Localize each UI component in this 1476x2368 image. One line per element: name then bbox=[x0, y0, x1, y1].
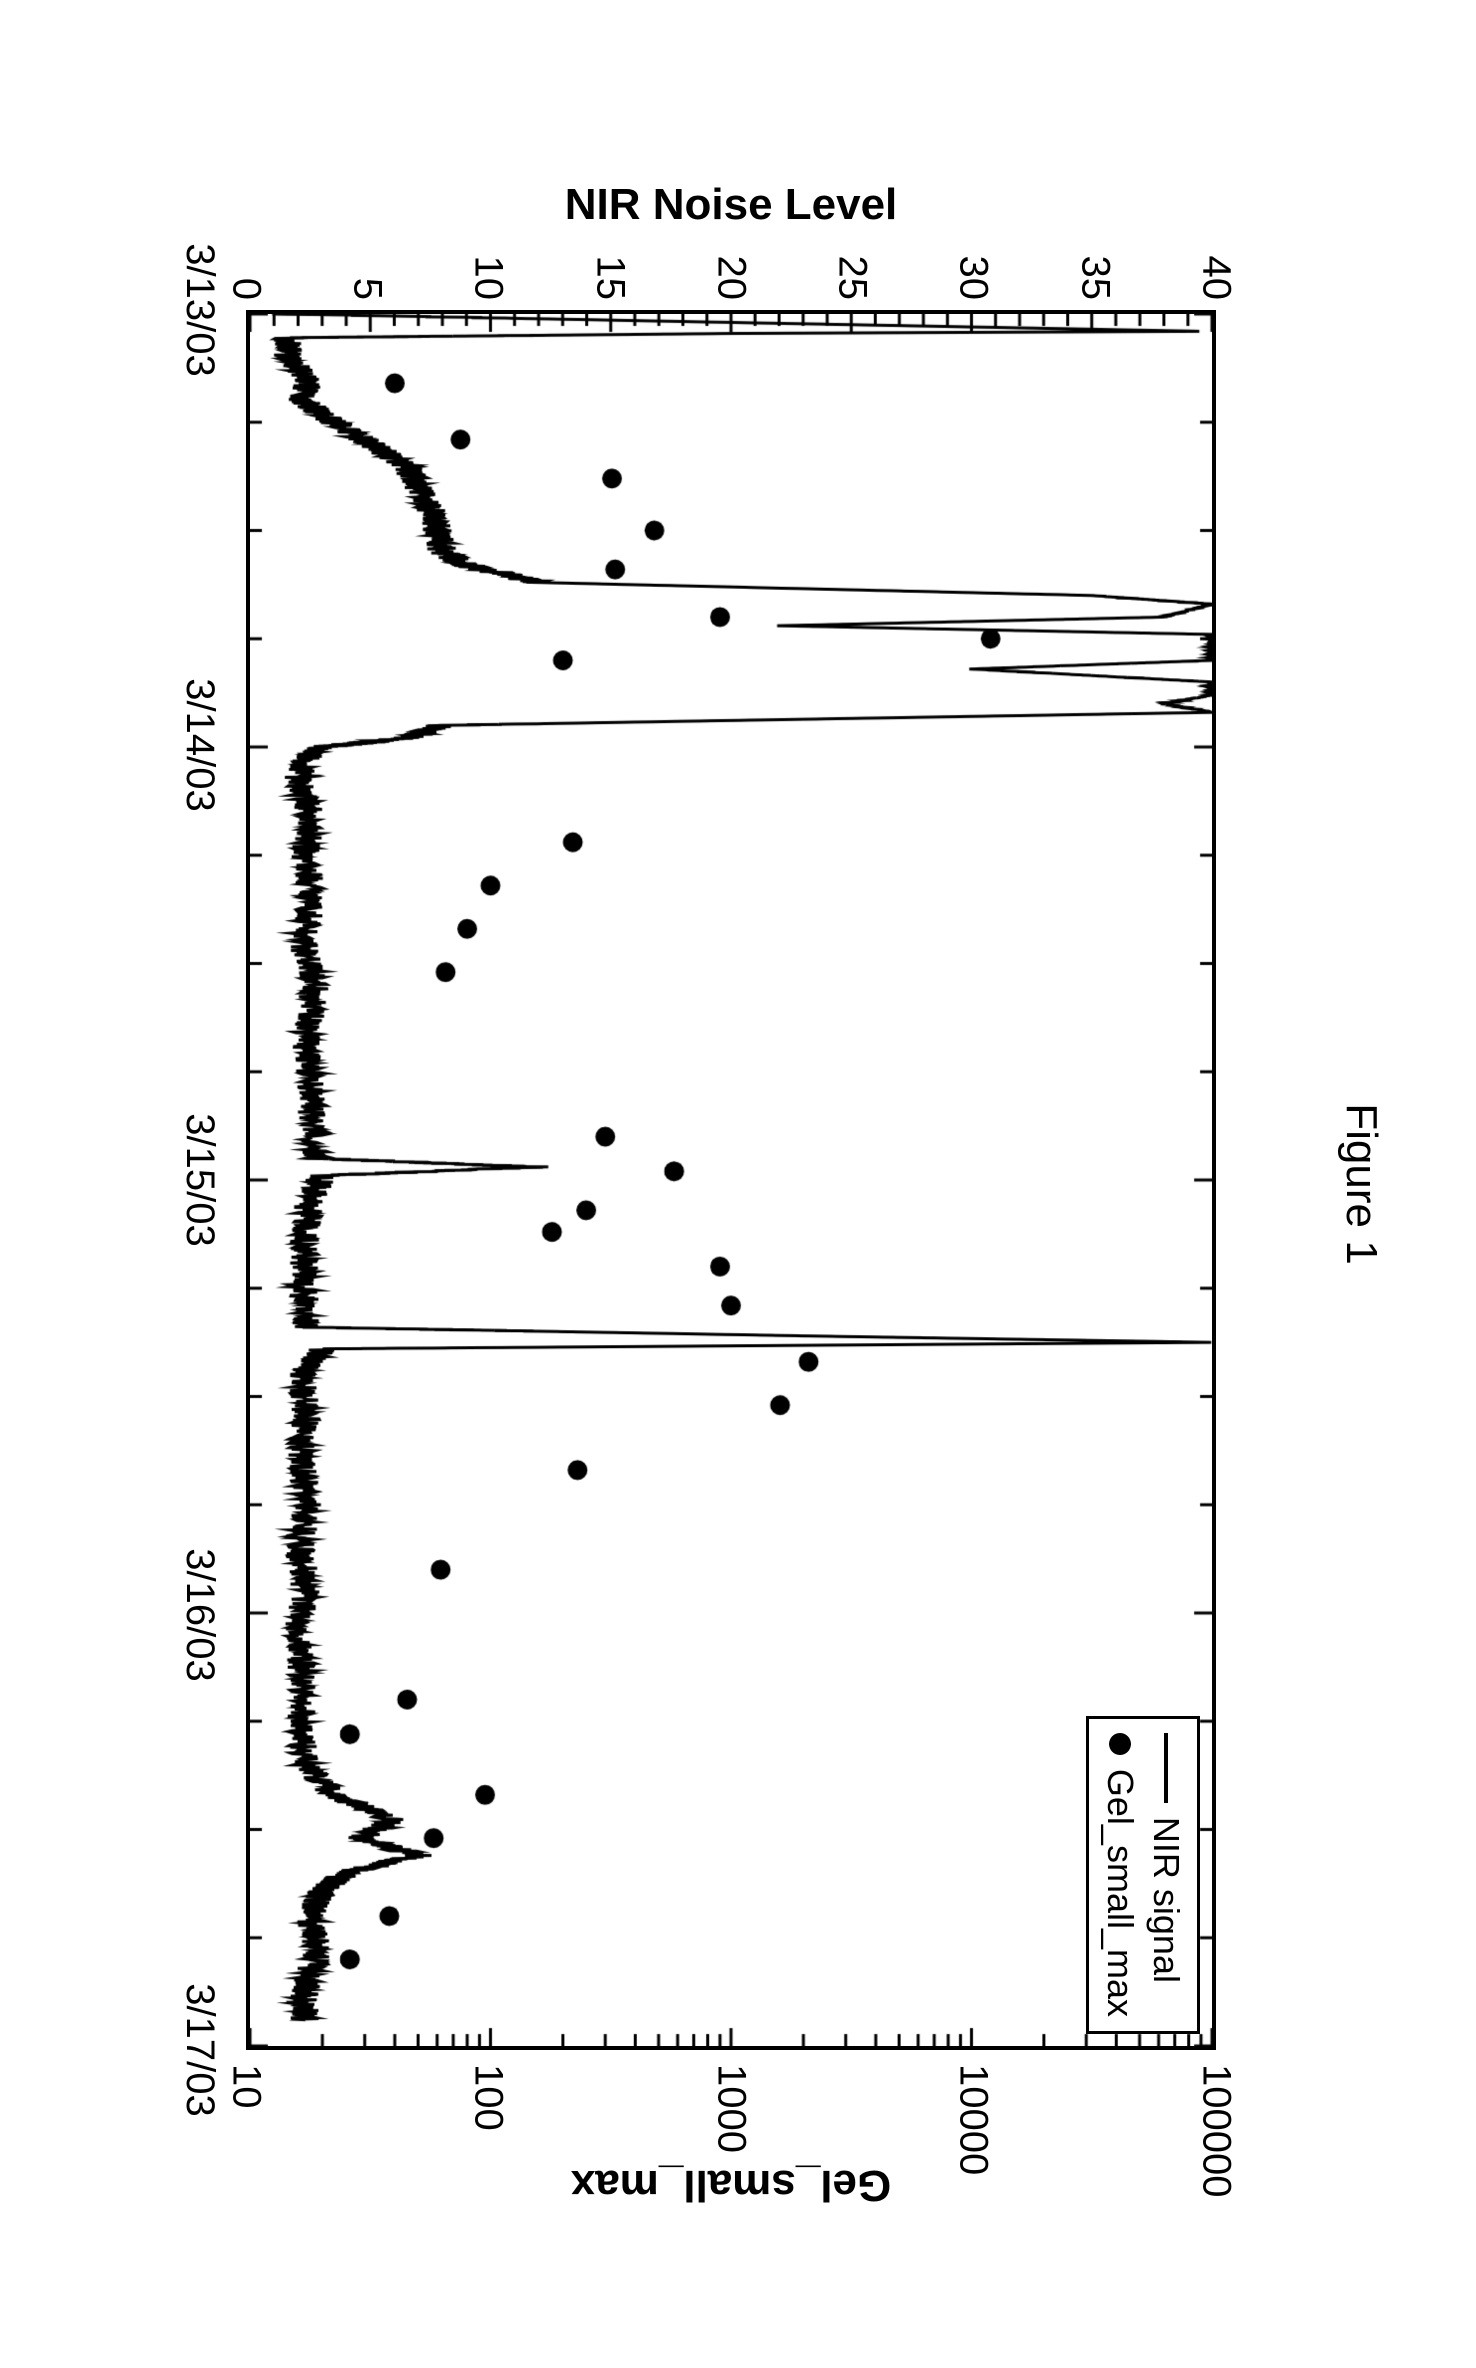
y-right-tick-label: 100000 bbox=[1194, 2064, 1239, 2224]
x-tick-label: 3/15/03 bbox=[177, 1113, 222, 1246]
legend-dot-icon bbox=[1109, 1733, 1131, 1755]
x-tick-label: 3/16/03 bbox=[177, 1548, 222, 1681]
chart-container: Figure 1 NIR Noise Level Gel_small_max N… bbox=[0, 0, 1476, 2368]
legend-item-gel: Gel_small_max bbox=[1097, 1733, 1143, 2017]
y-left-tick-label: 25 bbox=[830, 220, 875, 300]
figure-title: Figure 1 bbox=[1336, 0, 1386, 2368]
legend-box: NIR signal Gel_small_max bbox=[1086, 1716, 1200, 2034]
legend-label-nir: NIR signal bbox=[1145, 1817, 1187, 1983]
x-tick-label: 3/14/03 bbox=[177, 678, 222, 811]
plot-canvas bbox=[250, 314, 1212, 2046]
y-left-tick-label: 35 bbox=[1072, 220, 1117, 300]
rotated-stage: Figure 1 NIR Noise Level Gel_small_max N… bbox=[0, 0, 1476, 1476]
y-left-tick-label: 15 bbox=[587, 220, 632, 300]
y-right-tick-label: 10000 bbox=[951, 2064, 996, 2224]
y-right-tick-label: 10 bbox=[224, 2064, 269, 2224]
legend-label-gel: Gel_small_max bbox=[1099, 1769, 1141, 2017]
y-left-tick-label: 20 bbox=[709, 220, 754, 300]
x-tick-label: 3/13/03 bbox=[177, 243, 222, 376]
y-left-tick-label: 30 bbox=[951, 220, 996, 300]
x-tick-label: 3/17/03 bbox=[177, 1983, 222, 2116]
legend-item-nir: NIR signal bbox=[1143, 1733, 1189, 2017]
y-right-tick-label: 100 bbox=[466, 2064, 511, 2224]
plot-area: NIR signal Gel_small_max bbox=[246, 310, 1216, 2050]
y-left-tick-label: 10 bbox=[466, 220, 511, 300]
legend-line-icon bbox=[1164, 1733, 1168, 1803]
y-left-tick-label: 40 bbox=[1194, 220, 1239, 300]
y-right-tick-label: 1000 bbox=[709, 2064, 754, 2224]
y-left-tick-label: 5 bbox=[345, 220, 390, 300]
y-left-tick-label: 0 bbox=[224, 220, 269, 300]
